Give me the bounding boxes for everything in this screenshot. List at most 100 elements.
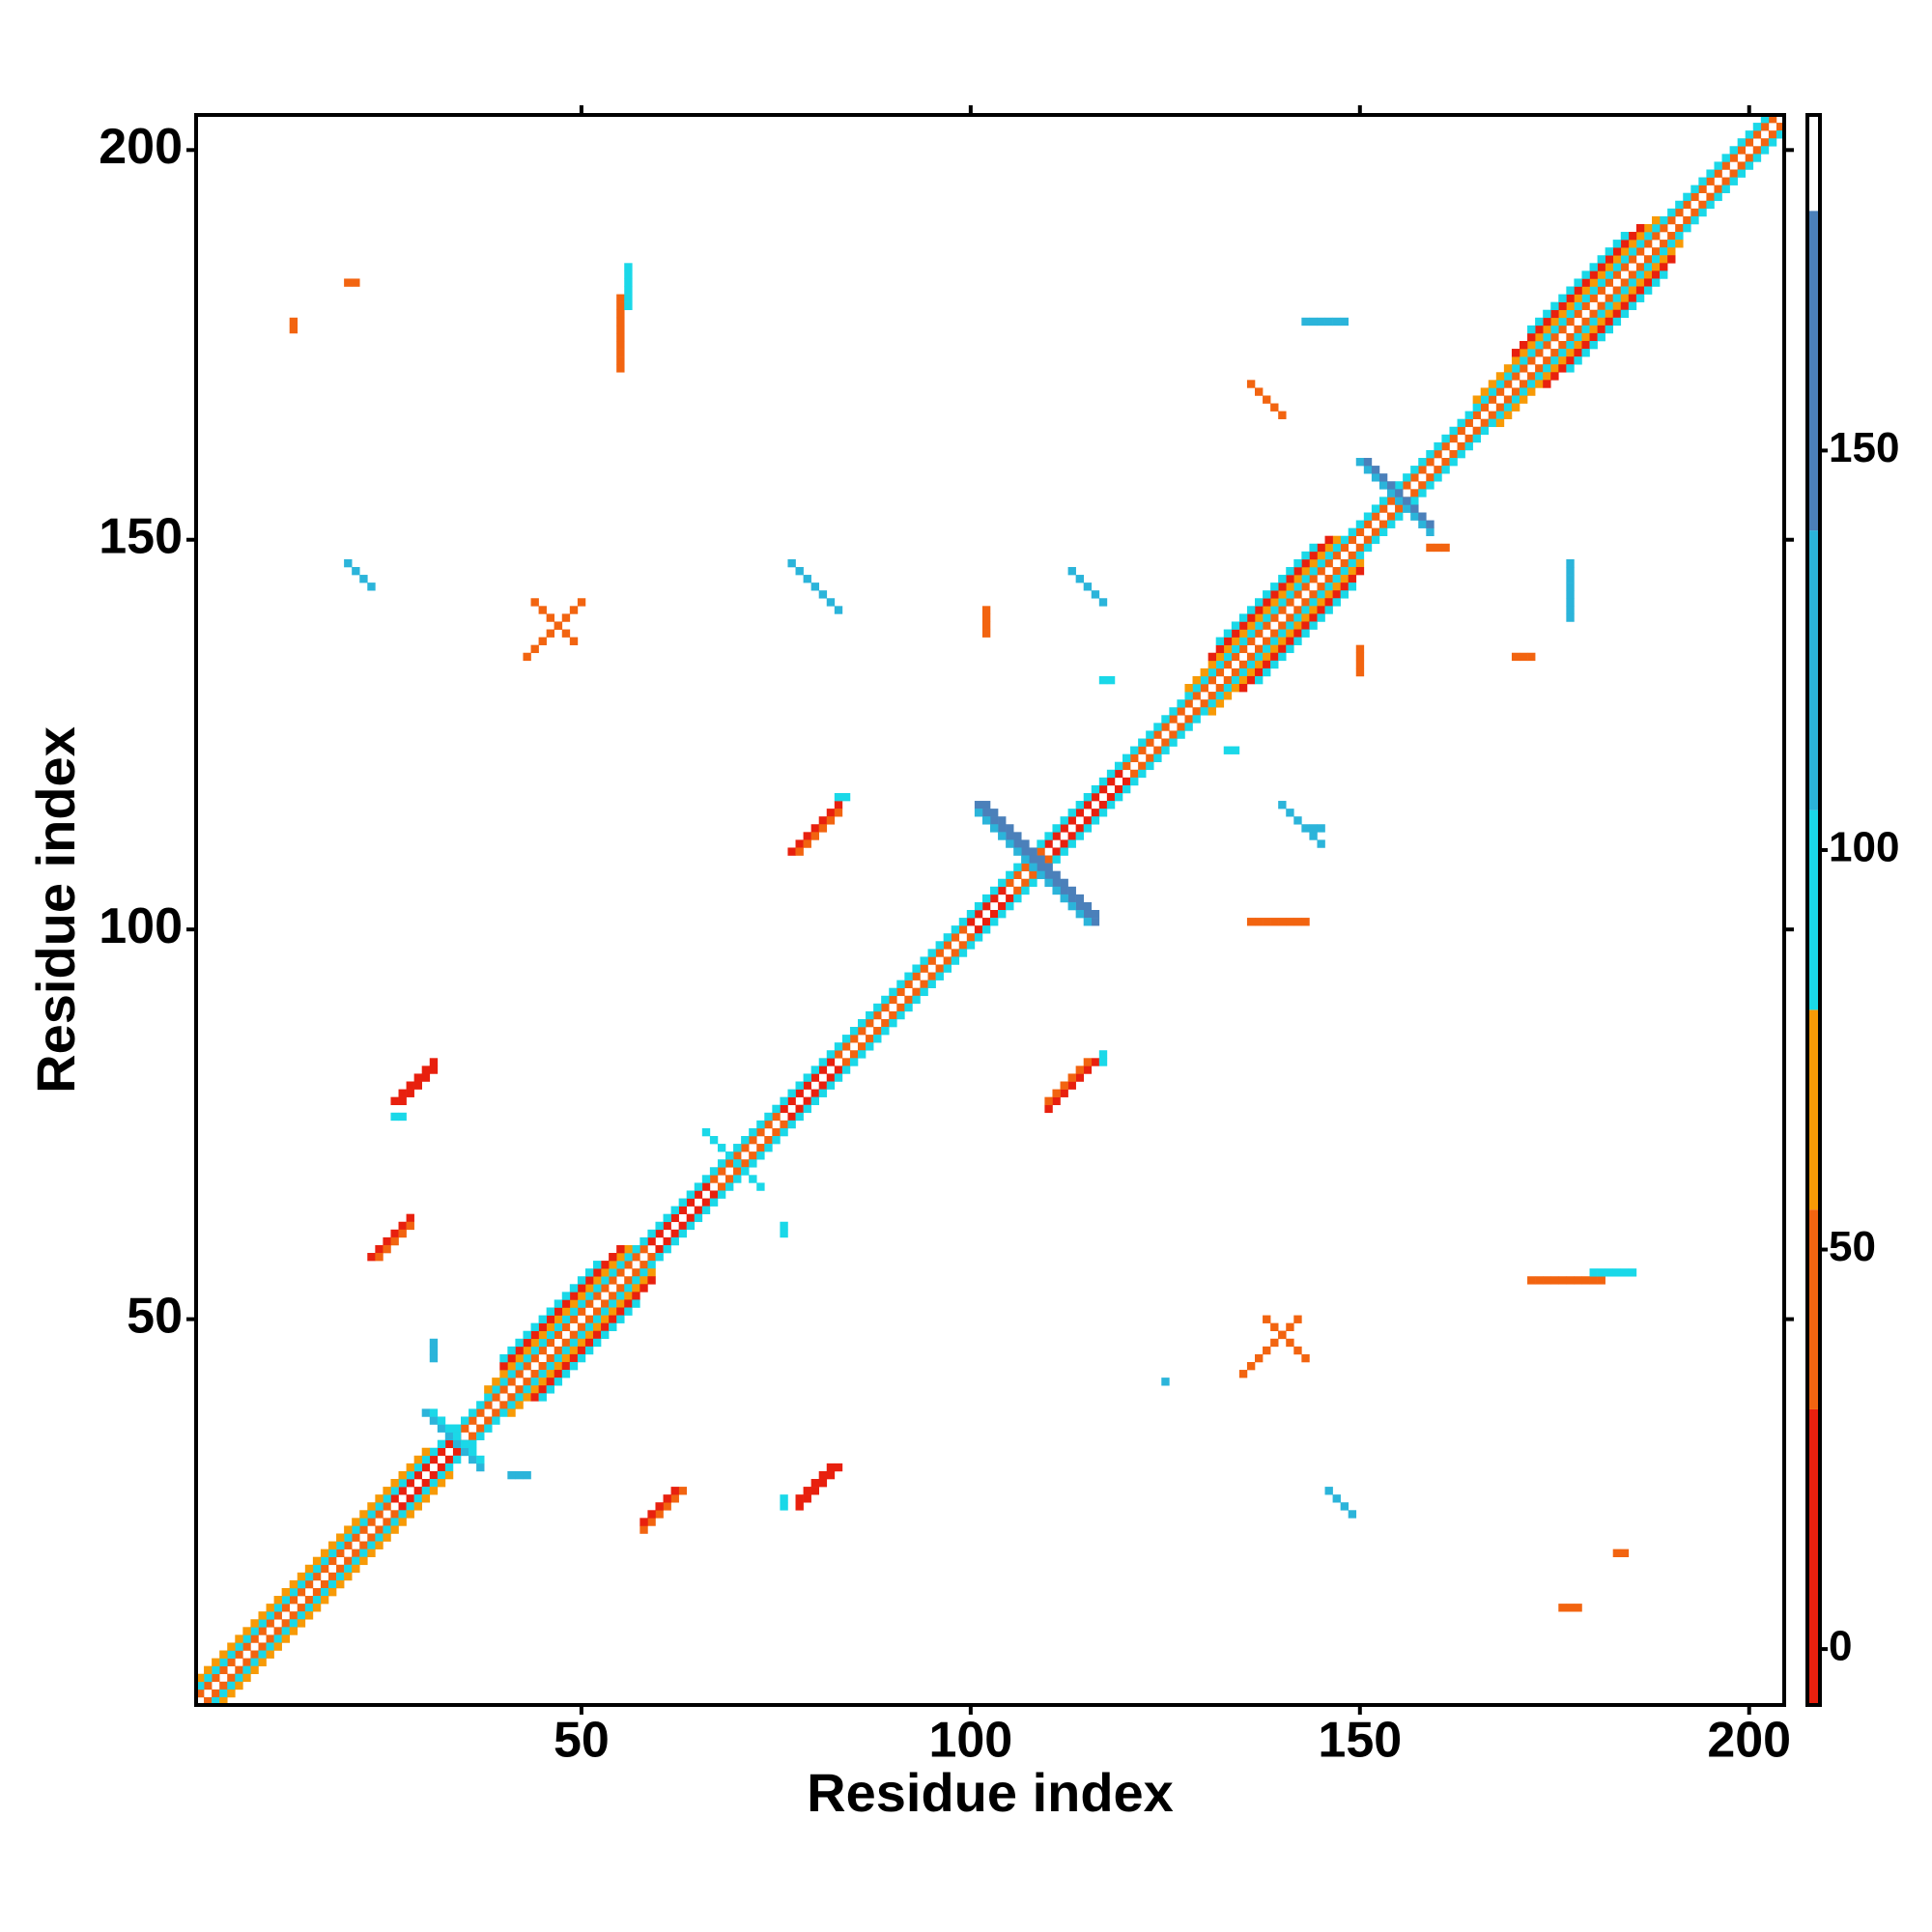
cell — [601, 1315, 610, 1323]
cell — [1667, 240, 1676, 248]
cell — [647, 1236, 656, 1246]
cell — [639, 1276, 648, 1285]
cell — [1683, 192, 1691, 202]
cell — [1550, 325, 1559, 334]
cell — [204, 1681, 213, 1690]
cell — [803, 839, 811, 848]
cell — [1426, 481, 1435, 490]
cell — [670, 1236, 679, 1246]
cell — [375, 1541, 384, 1549]
cell — [289, 325, 298, 334]
cell — [413, 1455, 423, 1464]
cell — [546, 1361, 555, 1371]
cell — [227, 1642, 236, 1651]
cell — [258, 1658, 267, 1666]
cell — [499, 1361, 508, 1371]
cell — [1457, 426, 1465, 436]
cell — [1286, 1338, 1294, 1348]
cell — [413, 1073, 423, 1082]
cell — [701, 1206, 711, 1214]
cell — [273, 1596, 282, 1605]
cell — [1675, 232, 1684, 241]
cell — [841, 1058, 851, 1066]
cell — [858, 1027, 867, 1036]
cell — [398, 1221, 407, 1231]
cell — [717, 1144, 726, 1152]
cell — [1238, 668, 1248, 677]
cell — [1543, 1276, 1551, 1285]
cell — [616, 356, 625, 365]
cell — [787, 1112, 796, 1122]
cell — [670, 1213, 679, 1223]
cell — [266, 1611, 274, 1620]
cell — [367, 1502, 376, 1511]
cell — [1161, 723, 1170, 731]
cell — [312, 1564, 322, 1574]
cell — [1667, 215, 1676, 225]
cell — [1520, 387, 1528, 396]
cell — [1060, 886, 1068, 895]
cell — [383, 1533, 391, 1542]
cell — [990, 918, 999, 926]
cell — [1098, 801, 1108, 810]
cell — [1263, 590, 1271, 599]
cell — [250, 1634, 259, 1643]
cell — [437, 1470, 446, 1480]
cell — [1620, 294, 1630, 302]
cell — [990, 824, 999, 833]
cell — [561, 1361, 571, 1371]
cell — [1223, 644, 1233, 654]
cell — [1434, 473, 1442, 482]
cell — [1449, 434, 1458, 443]
cell — [344, 1572, 353, 1581]
cell — [390, 1112, 399, 1122]
cell — [1597, 278, 1605, 287]
cell — [242, 1665, 251, 1675]
cell — [204, 1696, 213, 1706]
cell — [546, 1385, 555, 1394]
cell — [1495, 372, 1505, 381]
cell — [281, 1587, 291, 1597]
cell — [1029, 878, 1037, 888]
cell — [1052, 1096, 1061, 1106]
cell — [242, 1673, 251, 1683]
cell — [1169, 715, 1178, 724]
cell — [795, 847, 804, 856]
cell — [609, 1299, 617, 1308]
cell — [1597, 1268, 1605, 1277]
cell — [561, 1346, 571, 1355]
cell — [896, 1003, 905, 1012]
cell — [632, 1284, 640, 1293]
cell — [328, 1572, 337, 1581]
cell — [390, 1525, 399, 1534]
cell — [523, 1361, 531, 1371]
cell — [1355, 458, 1365, 467]
cell — [795, 1089, 804, 1097]
cell — [1278, 629, 1287, 638]
cell — [974, 933, 983, 942]
cell — [624, 286, 633, 295]
cell — [499, 1401, 508, 1409]
cell — [1286, 637, 1294, 645]
cell — [507, 1353, 516, 1363]
cell — [406, 1463, 414, 1472]
cell — [733, 1151, 742, 1160]
cell — [1270, 403, 1279, 412]
cell — [273, 1642, 282, 1651]
cell — [258, 1650, 267, 1659]
cell — [1293, 582, 1302, 591]
cell — [624, 263, 633, 271]
cell — [1231, 668, 1240, 677]
cell — [227, 1681, 236, 1690]
cell — [577, 1284, 586, 1293]
cell — [507, 1393, 516, 1402]
cell — [383, 1525, 391, 1534]
cell — [1574, 325, 1582, 334]
cell — [1060, 878, 1068, 888]
cell — [647, 1268, 656, 1277]
cell — [616, 309, 625, 319]
cell — [577, 1346, 586, 1355]
cell — [780, 1096, 788, 1106]
cell — [250, 1665, 259, 1675]
cell — [1246, 652, 1256, 662]
